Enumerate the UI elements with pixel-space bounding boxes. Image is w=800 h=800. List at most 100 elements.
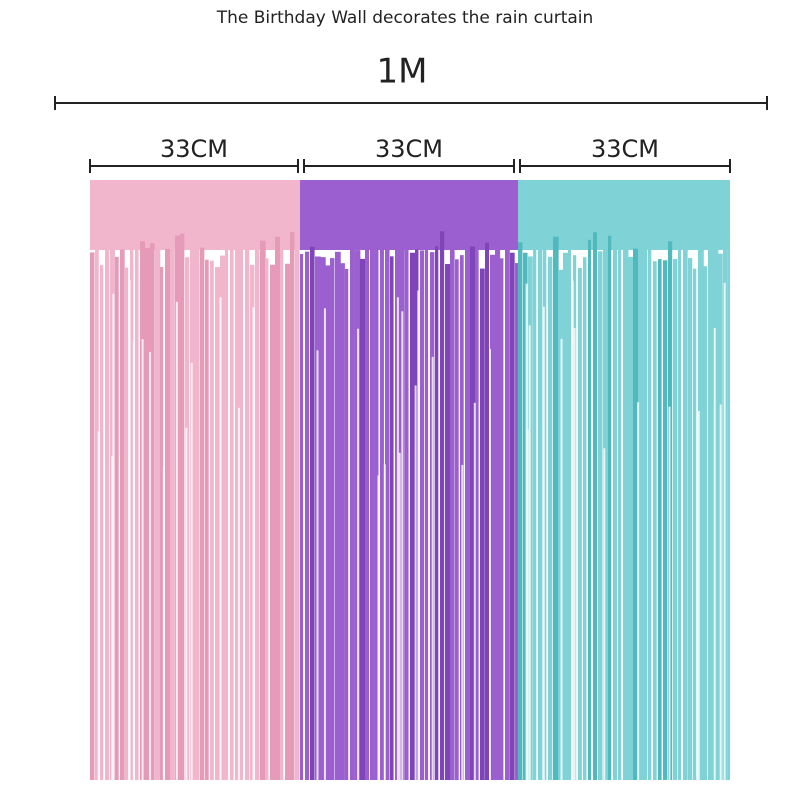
fringe-strip	[495, 241, 501, 780]
highlight	[571, 280, 574, 780]
fringe-strip	[260, 240, 266, 780]
highlight	[316, 350, 319, 780]
fringe-strip	[435, 246, 439, 780]
fringe-strip	[330, 258, 335, 780]
fringe-strip	[693, 268, 697, 780]
fringe-strip	[360, 258, 366, 780]
highlight	[526, 429, 529, 780]
fringe-strip	[190, 242, 196, 780]
highlight	[162, 466, 165, 780]
fringe-strip	[105, 241, 110, 781]
fringe-strip	[215, 267, 221, 780]
fringe-strip	[500, 258, 504, 780]
fringe-strip	[385, 231, 390, 781]
fringe-strip	[375, 238, 379, 780]
fringe-strip	[608, 235, 612, 781]
fringe-strip	[658, 259, 662, 780]
highlight	[542, 306, 545, 780]
fringe-strip	[170, 246, 175, 780]
highlight	[357, 328, 360, 780]
fringe-strip	[305, 251, 310, 780]
fringe-strip	[533, 230, 537, 780]
fringe-strip	[275, 236, 281, 780]
fringe-strip	[230, 245, 234, 780]
fringe-strip	[538, 230, 543, 781]
highlight	[252, 307, 255, 780]
highlight	[132, 340, 135, 780]
fringe-strip	[613, 234, 617, 780]
fringe-strip	[165, 248, 171, 780]
fringe-strip	[628, 256, 634, 780]
fringe-strip	[150, 243, 155, 781]
fringe-strip	[455, 259, 459, 780]
curtain-panel	[90, 180, 300, 781]
fringe-strip	[648, 249, 652, 781]
highlight	[323, 308, 326, 780]
highlight	[573, 328, 576, 780]
fringe-strip	[663, 260, 668, 780]
highlight	[525, 283, 528, 780]
total-dimension-line	[54, 96, 768, 110]
fringe-strip	[195, 247, 200, 781]
highlight	[149, 351, 152, 780]
curtain-top	[90, 180, 300, 250]
highlight	[401, 311, 404, 780]
highlight	[603, 448, 606, 780]
fringe-strip	[548, 256, 553, 780]
fringe-strip	[450, 241, 455, 781]
fringe-strip	[678, 249, 682, 781]
highlight	[488, 348, 491, 780]
fringe-strip	[405, 243, 409, 780]
fringe-strip	[225, 242, 229, 780]
fringe-strip	[145, 247, 151, 781]
fringe-strip	[290, 232, 295, 780]
highlight	[723, 282, 726, 780]
highlight	[431, 356, 434, 780]
fringe-strip	[95, 247, 99, 780]
fringe-strip	[345, 268, 349, 780]
fringe-strip	[603, 233, 609, 781]
highlight	[417, 290, 420, 780]
fringe-strip	[160, 267, 164, 780]
highlight	[175, 301, 178, 780]
highlight	[97, 431, 100, 780]
fringe-strip	[510, 252, 515, 780]
fringe-strip	[125, 267, 129, 780]
fringe-strip	[420, 250, 425, 780]
fringe-strip	[285, 263, 291, 780]
highlight	[111, 456, 114, 780]
fringe-strip	[390, 256, 394, 781]
fringe-strip	[270, 264, 275, 780]
fringe-strip	[425, 232, 429, 780]
fringe-strip	[578, 267, 582, 780]
highlight	[383, 464, 386, 780]
fringe-strip	[250, 264, 255, 781]
highlight	[219, 297, 222, 780]
fringe-strip	[633, 248, 639, 781]
fringe-strip	[295, 232, 300, 780]
fringe-strip	[683, 230, 688, 780]
fringe-strip	[340, 263, 345, 781]
fringe-strip	[623, 248, 629, 781]
fringe-strip	[440, 231, 445, 780]
fringe-strip	[445, 264, 451, 781]
fringe-strip	[240, 244, 244, 780]
fringe-strip	[643, 248, 648, 781]
panel-dimensions: 33CM 33CM 33CM	[89, 135, 731, 173]
fringe-strip	[470, 246, 476, 780]
curtains	[90, 180, 730, 781]
fringe-strip	[490, 254, 496, 780]
highlight	[528, 325, 531, 780]
curtain-panel	[518, 180, 730, 781]
fringe-strip	[180, 233, 185, 780]
fringe-strip	[465, 245, 471, 780]
fringe-strip	[370, 236, 375, 780]
fringe-strip	[505, 243, 510, 780]
fringe-strip	[325, 265, 331, 780]
fringe-strip	[210, 260, 214, 780]
highlight	[128, 280, 131, 780]
fringe-strip	[415, 249, 419, 781]
fringe-strip	[475, 235, 479, 780]
fringe-strip	[688, 258, 693, 780]
total-width-label: 1M	[377, 52, 428, 92]
